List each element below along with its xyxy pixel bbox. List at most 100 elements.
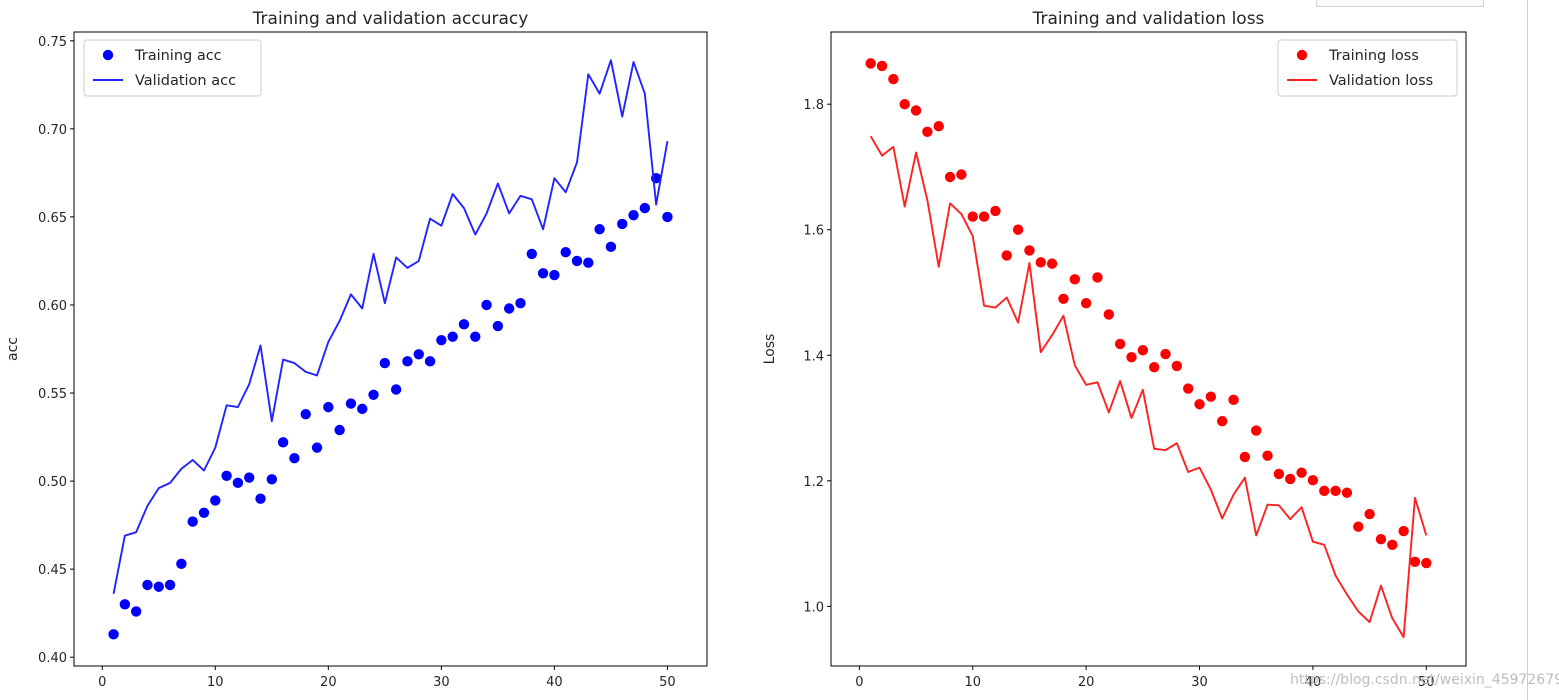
data-point [1103, 309, 1115, 320]
data-point [888, 73, 899, 85]
data-point [1387, 539, 1398, 551]
data-point [1137, 345, 1149, 356]
data-point [1194, 399, 1205, 410]
data-point [1035, 257, 1046, 268]
data-point [390, 384, 402, 395]
data-point [379, 357, 391, 369]
x-tick-label: 20 [1078, 675, 1095, 690]
data-point [164, 579, 176, 591]
data-point [1296, 467, 1307, 478]
x-tick-label: 0 [98, 675, 106, 690]
y-tick-label: 1.8 [803, 98, 824, 113]
data-point [503, 303, 515, 314]
data-point [990, 205, 1001, 217]
series-training-acc [108, 172, 673, 640]
chart-2: Training and validation loss Loss 0 10 20 30 4… [762, 9, 1467, 690]
data-point [1251, 425, 1262, 436]
data-point [187, 516, 198, 527]
data-point [1069, 274, 1080, 285]
data-point [617, 218, 628, 230]
y-tick-label: 1.2 [803, 475, 824, 490]
x-tick-label: 40 [1305, 675, 1322, 690]
data-point [1092, 272, 1103, 283]
data-point [978, 211, 990, 222]
data-point [198, 507, 210, 518]
data-point [1001, 250, 1012, 261]
data-point [515, 298, 526, 309]
legend-box [1277, 39, 1458, 97]
plot-frame [73, 31, 708, 667]
data-point [1171, 360, 1183, 372]
data-point [1421, 557, 1432, 569]
y-tick-label: 0.75 [38, 35, 67, 50]
x-tick-label: 10 [207, 675, 224, 690]
data-point [108, 629, 119, 640]
data-point [605, 241, 617, 253]
plot-frame [830, 31, 1467, 667]
legend-label: Training acc [134, 48, 222, 64]
data-point [232, 477, 244, 489]
data-point [221, 470, 232, 481]
x-tick-label: 10 [964, 675, 981, 690]
data-point [210, 495, 221, 506]
chart-title: Training and validation loss [1032, 9, 1265, 29]
data-point [277, 437, 289, 448]
data-point [1319, 485, 1330, 497]
legend-dot-swatch [1296, 49, 1308, 61]
data-point [413, 349, 424, 360]
x-tick-label: 50 [659, 675, 676, 690]
y-tick-label: 0.50 [38, 475, 67, 490]
data-point [176, 558, 187, 570]
data-point [402, 356, 413, 367]
data-point [594, 224, 605, 235]
data-point [492, 320, 504, 332]
y-tick-label: 1.6 [803, 224, 824, 239]
y-tick-label: 1.0 [803, 600, 824, 615]
data-point [1285, 473, 1296, 485]
data-point [334, 424, 345, 436]
data-point [662, 211, 673, 223]
data-point [424, 356, 436, 367]
data-point [1307, 474, 1319, 486]
x-tick-label: 30 [1191, 675, 1208, 690]
data-point [1012, 224, 1024, 235]
data-point [899, 98, 910, 110]
data-point [1126, 351, 1137, 363]
data-point [1375, 534, 1387, 545]
x-tick-label: 20 [320, 675, 337, 690]
data-point [922, 126, 933, 138]
data-point [560, 246, 571, 258]
watermark-text: https://blog.csdn.net/weixin_45972679 [1290, 672, 1559, 688]
series-validation-acc [112, 59, 669, 594]
series-training-loss [865, 58, 1432, 569]
data-point [142, 579, 153, 591]
data-point [910, 105, 922, 116]
notebook-scrollbar[interactable] [1527, 0, 1528, 700]
legend: Training acc Validation acc [83, 39, 262, 97]
toolbar-edge [1316, 0, 1484, 7]
legend: Training loss Validation loss [1277, 39, 1458, 97]
data-point [944, 171, 956, 183]
data-point [1273, 468, 1285, 480]
data-point [300, 408, 311, 420]
x-tick-label: 40 [546, 675, 563, 690]
data-point [255, 493, 266, 504]
data-point [537, 268, 549, 279]
data-point [244, 472, 255, 483]
data-point [1262, 450, 1273, 461]
data-point [447, 331, 458, 342]
y-tick-label: 1.4 [803, 349, 824, 364]
data-point [1160, 348, 1171, 360]
data-point [1114, 338, 1126, 350]
data-point [549, 269, 560, 281]
data-point [470, 331, 481, 342]
y-tick-label: 0.60 [38, 299, 67, 314]
data-point [1046, 258, 1058, 269]
x-tick-label: 30 [433, 675, 450, 690]
legend-label: Training loss [1328, 48, 1419, 64]
chart-1: Training and validation accuracy acc 0 10 20… [5, 9, 708, 690]
data-point [119, 599, 131, 610]
data-point [1409, 556, 1421, 567]
data-point [458, 319, 470, 330]
